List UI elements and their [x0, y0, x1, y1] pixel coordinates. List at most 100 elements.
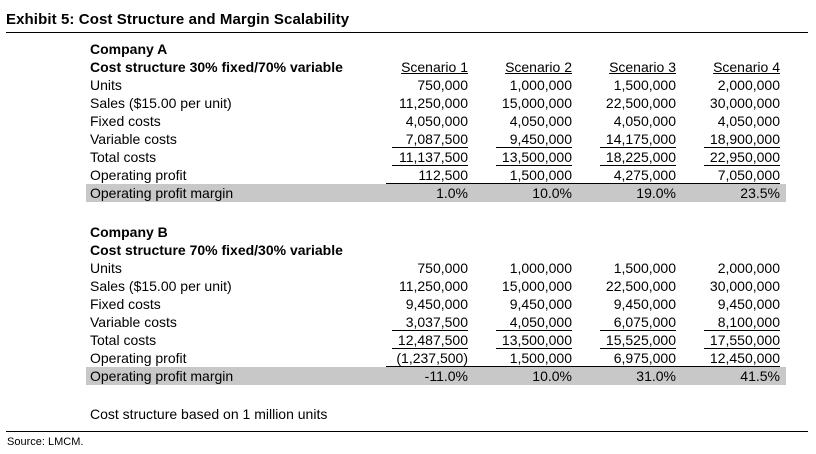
table-cell: 23.5%: [740, 185, 780, 201]
table-cell: 15,000,000: [501, 278, 572, 294]
cost-structure-label: Cost structure 70% fixed/30% variable: [90, 242, 343, 258]
table-cell: 13,500,000: [501, 149, 572, 165]
row-label: Units: [90, 260, 122, 276]
table-cell: 41.5%: [740, 368, 780, 384]
sum-underline: [704, 147, 780, 148]
row-label: Fixed costs: [90, 113, 161, 129]
table-row: Units 750,000 1,000,000 1,500,000 2,000,000: [86, 259, 786, 277]
table-cell: 4,050,000: [509, 314, 572, 330]
table-cell: 11,137,500: [398, 149, 468, 165]
sum-underline: [392, 147, 468, 148]
footer-divider: [6, 431, 808, 432]
table-cell: 10.0%: [532, 368, 572, 384]
table-cell: 12,487,500: [397, 332, 468, 348]
table-cell: 14,175,000: [605, 131, 676, 147]
table-row: Units 750,000 1,000,000 1,500,000 2,000,000: [86, 76, 786, 94]
table-row: Total costs 11,137,500 13,500,000 18,225,00…: [86, 148, 786, 166]
row-label: Operating profit: [90, 167, 187, 183]
sum-underline: [392, 330, 468, 331]
table-cell: (1,237,500): [396, 350, 468, 366]
table-row: Variable costs 3,037,500 4,050,000 6,075,00…: [86, 313, 786, 331]
table-cell: 19.0%: [636, 185, 676, 201]
sum-underline: [600, 147, 676, 148]
table-row: Variable costs 7,087,500 9,450,000 14,175,0…: [86, 130, 786, 148]
table-cell: 3,037,500: [405, 314, 468, 330]
sum-underline: [600, 330, 676, 331]
row-label: Operating profit: [90, 350, 187, 366]
table-cell: 4,050,000: [613, 113, 676, 129]
sum-underline: [704, 330, 780, 331]
row-label: Variable costs: [90, 314, 177, 330]
sum-underline: [496, 147, 572, 148]
table-cell: 4,275,000: [613, 167, 676, 183]
sum-underline: [704, 348, 780, 349]
table-cell: 31.0%: [636, 368, 676, 384]
table-cell: 1,500,000: [613, 260, 676, 276]
table-cell: 9,450,000: [509, 131, 572, 147]
sum-underline: [392, 348, 468, 349]
row-label: Operating profit margin: [90, 368, 234, 384]
table-cell: 22,500,000: [605, 278, 676, 294]
company-name: Company B: [90, 224, 168, 240]
scenario-header: Scenario 2: [505, 59, 572, 75]
exhibit-title: Exhibit 5: Cost Structure and Margin Sca…: [6, 11, 350, 28]
table-cell: 2,000,000: [717, 77, 780, 93]
source-note: Source: LMCM.: [7, 436, 84, 448]
sum-underline: [496, 348, 572, 349]
table-cell: 15,525,000: [605, 332, 676, 348]
table-cell: 9,450,000: [509, 296, 572, 312]
table-cell: 9,450,000: [613, 296, 676, 312]
table-row: Fixed costs 4,050,000 4,050,000 4,050,000 4,…: [86, 112, 786, 130]
table-cell: 1,500,000: [613, 77, 676, 93]
table-row: Sales ($15.00 per unit) 11,250,000 15,000,…: [86, 277, 786, 295]
table-cell: 8,100,000: [717, 314, 780, 330]
table-cell: 4,050,000: [717, 113, 780, 129]
scenario-header: Scenario 4: [713, 59, 780, 75]
profit-rule: [386, 183, 780, 184]
table-cell: -11.0%: [424, 368, 468, 384]
sum-underline: [496, 165, 572, 166]
table-row: Operating profit (1,237,500) 1,500,000 6,97…: [86, 349, 786, 367]
table-cell: 10.0%: [532, 185, 572, 201]
table-cell: 18,900,000: [709, 131, 780, 147]
row-label: Total costs: [90, 149, 157, 165]
row-label: Sales ($15.00 per unit): [90, 95, 232, 111]
row-label: Total costs: [90, 332, 157, 348]
table-cell: 1,500,000: [509, 167, 572, 183]
sum-underline: [392, 165, 468, 166]
sum-underline: [600, 348, 676, 349]
table-cell: 750,000: [417, 77, 468, 93]
row-label: Fixed costs: [90, 296, 161, 312]
table-row: Operating profit margin 1.0% 10.0% 19.0% 23.…: [86, 184, 786, 202]
table-cell: 9,450,000: [405, 296, 468, 312]
company-name: Company A: [90, 41, 168, 57]
table-cell: 4,050,000: [405, 113, 468, 129]
table-cell: 17,550,000: [709, 332, 780, 348]
table-cell: 22,950,000: [709, 149, 780, 165]
table-cell: 30,000,000: [709, 278, 780, 294]
table-cell: 18,225,000: [605, 149, 676, 165]
table-cell: 2,000,000: [717, 260, 780, 276]
table-cell: 6,075,000: [613, 314, 676, 330]
table-cell: 11,250,000: [398, 278, 468, 294]
table-cell: 1,000,000: [509, 260, 572, 276]
table-cell: 1.0%: [436, 185, 468, 201]
table-cell: 7,087,500: [405, 131, 468, 147]
cost-structure-label: Cost structure 30% fixed/70% variable: [90, 59, 343, 75]
table-cell: 12,450,000: [709, 350, 780, 366]
table-cell: 1,500,000: [509, 350, 572, 366]
table-row: Total costs 12,487,500 13,500,000 15,525,00…: [86, 331, 786, 349]
row-label: Units: [90, 77, 122, 93]
title-divider: [6, 32, 808, 33]
scenario-header: Scenario 1: [401, 59, 468, 75]
table-cell: 22,500,000: [605, 95, 676, 111]
footnote: Cost structure based on 1 million units: [90, 406, 328, 422]
table-cell: 9,450,000: [717, 296, 780, 312]
sum-underline: [496, 330, 572, 331]
profit-rule: [386, 366, 780, 367]
table-cell: 750,000: [417, 260, 468, 276]
row-label: Operating profit margin: [90, 185, 234, 201]
table-row: Fixed costs 9,450,000 9,450,000 9,450,000 9,…: [86, 295, 786, 313]
table-row: Sales ($15.00 per unit) 11,250,000 15,000,…: [86, 94, 786, 112]
table-cell: 4,050,000: [509, 113, 572, 129]
